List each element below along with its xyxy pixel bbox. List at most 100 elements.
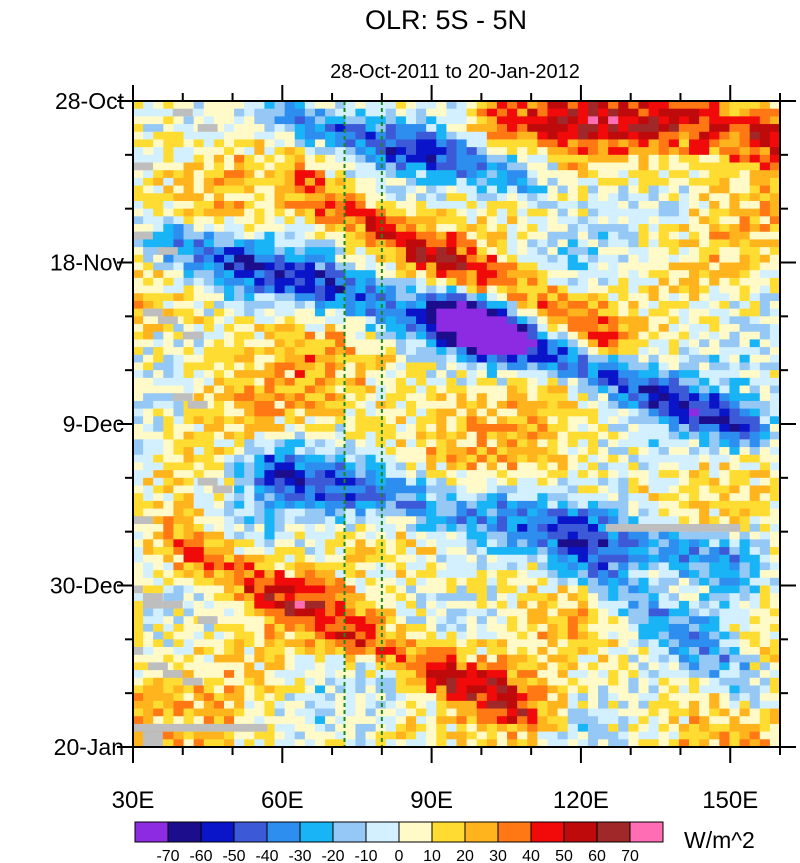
heatmap-cell [618,631,629,640]
heatmap-cell [699,385,710,394]
heatmap-cell [699,631,710,640]
heatmap-cell [193,277,205,287]
heatmap-cell [395,300,407,310]
heatmap-cell [699,554,710,564]
heatmap-cell [577,616,589,625]
heatmap-cell [739,577,751,587]
heatmap-cell [436,523,447,533]
heatmap-cell [608,447,619,456]
heatmap-cell [759,200,771,210]
heatmap-cell [223,585,235,594]
heatmap-cell [416,562,427,571]
heatmap-cell [294,300,306,310]
heatmap-cell [638,623,650,633]
heatmap-cell [203,647,215,656]
heatmap-cell [274,177,286,187]
heatmap-cell [203,308,215,317]
heatmap-cell [254,547,266,556]
heatmap-cell [496,347,508,356]
heatmap-cell [709,216,720,225]
heatmap-cell [517,385,528,394]
heatmap-cell [395,431,407,440]
heatmap-cell [314,370,326,379]
heatmap-cell [325,531,336,540]
heatmap-cell [598,324,609,333]
heatmap-cell [294,354,306,364]
heatmap-cell [213,362,225,371]
heatmap-cell [739,454,751,464]
heatmap-cell [314,139,326,148]
heatmap-cell [739,377,751,387]
heatmap-cell [729,116,741,125]
heatmap-cell [537,477,549,487]
heatmap-cell [527,277,538,287]
heatmap-cell [537,416,549,425]
heatmap-cell [678,324,690,333]
heatmap-cell [365,570,377,579]
heatmap-cell [517,277,528,287]
heatmap-cell [658,208,670,217]
heatmap-cell [375,362,387,371]
heatmap-cell [456,685,468,694]
heatmap-cell [577,339,589,348]
heatmap-cell [638,670,650,679]
heatmap-cell [153,400,164,410]
heatmap-cell [405,254,417,264]
heatmap-cell [567,185,579,194]
heatmap-cell [264,508,276,517]
heatmap-cell [133,485,144,494]
heatmap-cell [183,408,195,417]
heatmap-cell [638,270,650,279]
heatmap-cell [244,170,255,179]
heatmap-cell [496,393,508,402]
heatmap-cell [274,300,286,310]
heatmap-cell [213,662,225,671]
heatmap-cell [749,147,761,156]
heatmap-cell [749,500,761,510]
heatmap-cell [537,247,549,256]
heatmap-cell [446,516,458,525]
heatmap-cell [173,277,185,287]
heatmap-cell [314,400,326,410]
heatmap-cell [416,500,427,510]
heatmap-cell [244,316,255,325]
heatmap-cell [244,485,255,494]
heatmap-cell [577,377,589,387]
heatmap-cell [628,300,640,310]
heatmap-cell [658,277,670,287]
heatmap-cell [274,631,286,640]
heatmap-cell [749,331,761,340]
heatmap-cell [547,500,559,510]
heatmap-cell [365,616,377,625]
heatmap-cell [163,208,175,217]
heatmap-cell [244,654,255,663]
heatmap-cell [769,554,780,564]
heatmap-cell [466,400,478,410]
heatmap-cell [527,254,538,264]
heatmap-cell [234,177,245,187]
heatmap-cell [598,523,609,533]
heatmap-cell [193,162,205,171]
heatmap-cell [304,377,316,387]
heatmap-cells [133,101,780,747]
heatmap-cell [689,147,700,156]
heatmap-cell [618,300,629,310]
heatmap-cell [173,508,185,517]
heatmap-cell [638,547,650,556]
heatmap-cell [496,370,508,379]
heatmap-cell [577,493,589,502]
heatmap-cell [507,185,518,194]
heatmap-cell [598,108,609,117]
heatmap-cell [304,416,316,425]
heatmap-cell [355,662,367,671]
heatmap-cell [335,200,346,210]
heatmap-cell [567,677,579,687]
heatmap-cell [537,570,549,579]
heatmap-cell [527,408,538,417]
heatmap-cell [345,254,357,264]
heatmap-cell [446,324,458,333]
heatmap-cell [587,177,599,187]
heatmap-cell [163,231,175,241]
heatmap-cell [547,177,559,187]
heatmap-cell [173,162,185,171]
